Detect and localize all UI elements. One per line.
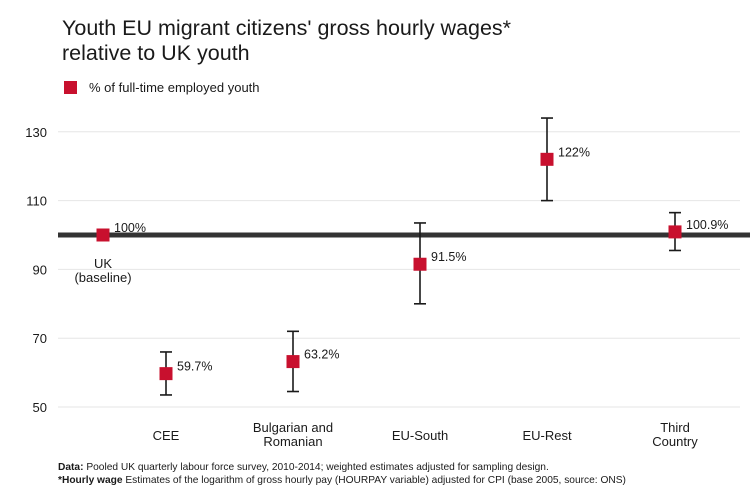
data-label: 91.5% [431,250,466,264]
footnote-wage: *Hourly wage Estimates of the logarithm … [58,474,626,487]
legend-swatch [64,81,77,94]
chart-title-line1: Youth EU migrant citizens' gross hourly … [62,16,512,40]
x-category-label: UK [94,256,112,271]
data-label: 100% [114,221,146,235]
x-category-label: (baseline) [74,270,131,285]
x-category-label: CEE [153,428,180,443]
data-label: 100.9% [686,218,728,232]
data-label: 122% [558,145,590,159]
y-tick-label: 50 [33,400,47,415]
footnote-data: Data: Pooled UK quarterly labour force s… [58,461,549,474]
legend: % of full-time employed youth [64,80,260,95]
data-label: 59.7% [177,360,212,374]
x-category-label: Country [652,434,698,449]
data-point [159,367,173,381]
y-tick-label: 130 [25,125,47,140]
y-tick-label: 90 [33,262,47,277]
x-category-label: Bulgarian and [253,420,333,435]
y-tick-label: 70 [33,331,47,346]
x-category-label: EU-South [392,428,448,443]
data-point [286,355,300,369]
data-point [413,257,427,271]
legend-label: % of full-time employed youth [89,80,260,95]
y-tick-label: 110 [26,194,47,209]
data-point [96,228,110,242]
data-point [668,225,682,239]
footnote-data-label: Data: [58,462,84,473]
footnote-wage-text: Estimates of the logarithm of gross hour… [122,475,626,486]
footnote-wage-label: *Hourly wage [58,475,123,486]
x-category-label: EU-Rest [522,428,572,443]
chart-plot: 50 70 90 110 130 UK(baseline) CEE Bulgarian and… [25,117,750,449]
data-label: 63.2% [304,348,339,362]
chart-title-line2: relative to UK youth [62,41,250,65]
x-category-label: Romanian [263,434,322,449]
footnote-data-text: Pooled UK quarterly labour force survey,… [83,462,549,473]
x-category-label: Third [660,420,690,435]
chart-title: Youth EU migrant citizens' gross hourly … [62,16,662,66]
data-point [540,152,554,166]
